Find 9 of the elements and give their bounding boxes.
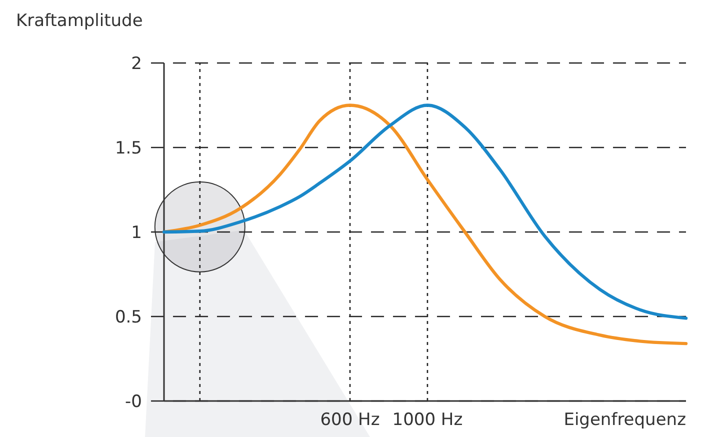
y-tick-label: 1 (131, 222, 142, 243)
x-tick-label: 600 Hz (320, 410, 380, 430)
x-axis-title: Eigenfrequenz (564, 410, 686, 430)
y-tick-label: 0.5 (114, 307, 142, 328)
y-tick-label: 2 (131, 54, 142, 74)
x-tick-label: 1000 Hz (392, 410, 463, 430)
y-tick-label: -0 (125, 392, 142, 412)
y-axis-title: Kraftamplitude (16, 11, 143, 31)
y-tick-label: 1.5 (114, 138, 142, 158)
